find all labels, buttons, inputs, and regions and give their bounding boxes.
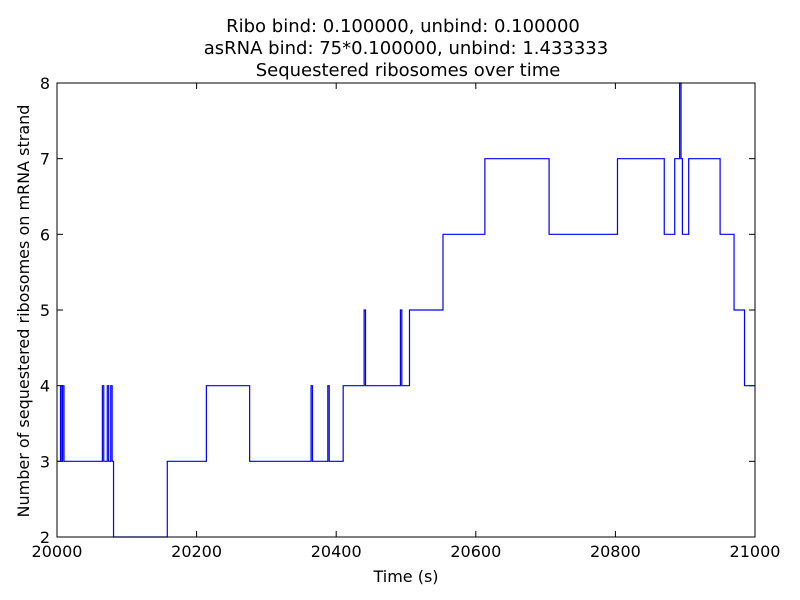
x-tick-label: 20000 — [32, 542, 83, 561]
y-tick-label: 8 — [40, 74, 50, 93]
title-line-2: asRNA bind: 75*0.100000, unbind: 1.43333… — [204, 38, 608, 59]
y-tick-label: 4 — [40, 377, 50, 396]
x-tick-label: 20400 — [311, 542, 362, 561]
x-axis-label: Time (s) — [372, 567, 438, 586]
x-axis-ticks: 20000 20200 20400 20600 20800 21000 — [32, 83, 781, 561]
chart-title: Ribo bind: 0.100000, unbind: 0.100000 as… — [204, 16, 608, 81]
plot-frame — [56, 82, 756, 538]
title-line-3: Sequestered ribosomes over time — [256, 60, 561, 81]
series-layer — [57, 82, 755, 538]
title-line-1: Ribo bind: 0.100000, unbind: 0.100000 — [226, 16, 580, 37]
series-line — [57, 82, 755, 538]
y-tick-label: 6 — [40, 225, 50, 244]
y-tick-label: 5 — [40, 301, 50, 320]
y-tick-label: 2 — [40, 528, 50, 547]
y-axis-ticks: 2 3 4 5 6 7 8 — [40, 74, 755, 547]
x-tick-label: 20200 — [171, 542, 222, 561]
x-tick-label: 21000 — [730, 542, 781, 561]
y-axis-label: Number of sequestered ribosomes on mRNA … — [14, 105, 33, 518]
y-tick-label: 3 — [40, 452, 50, 471]
x-tick-label: 20600 — [450, 542, 501, 561]
x-tick-label: 20800 — [590, 542, 641, 561]
y-tick-label: 7 — [40, 150, 50, 169]
